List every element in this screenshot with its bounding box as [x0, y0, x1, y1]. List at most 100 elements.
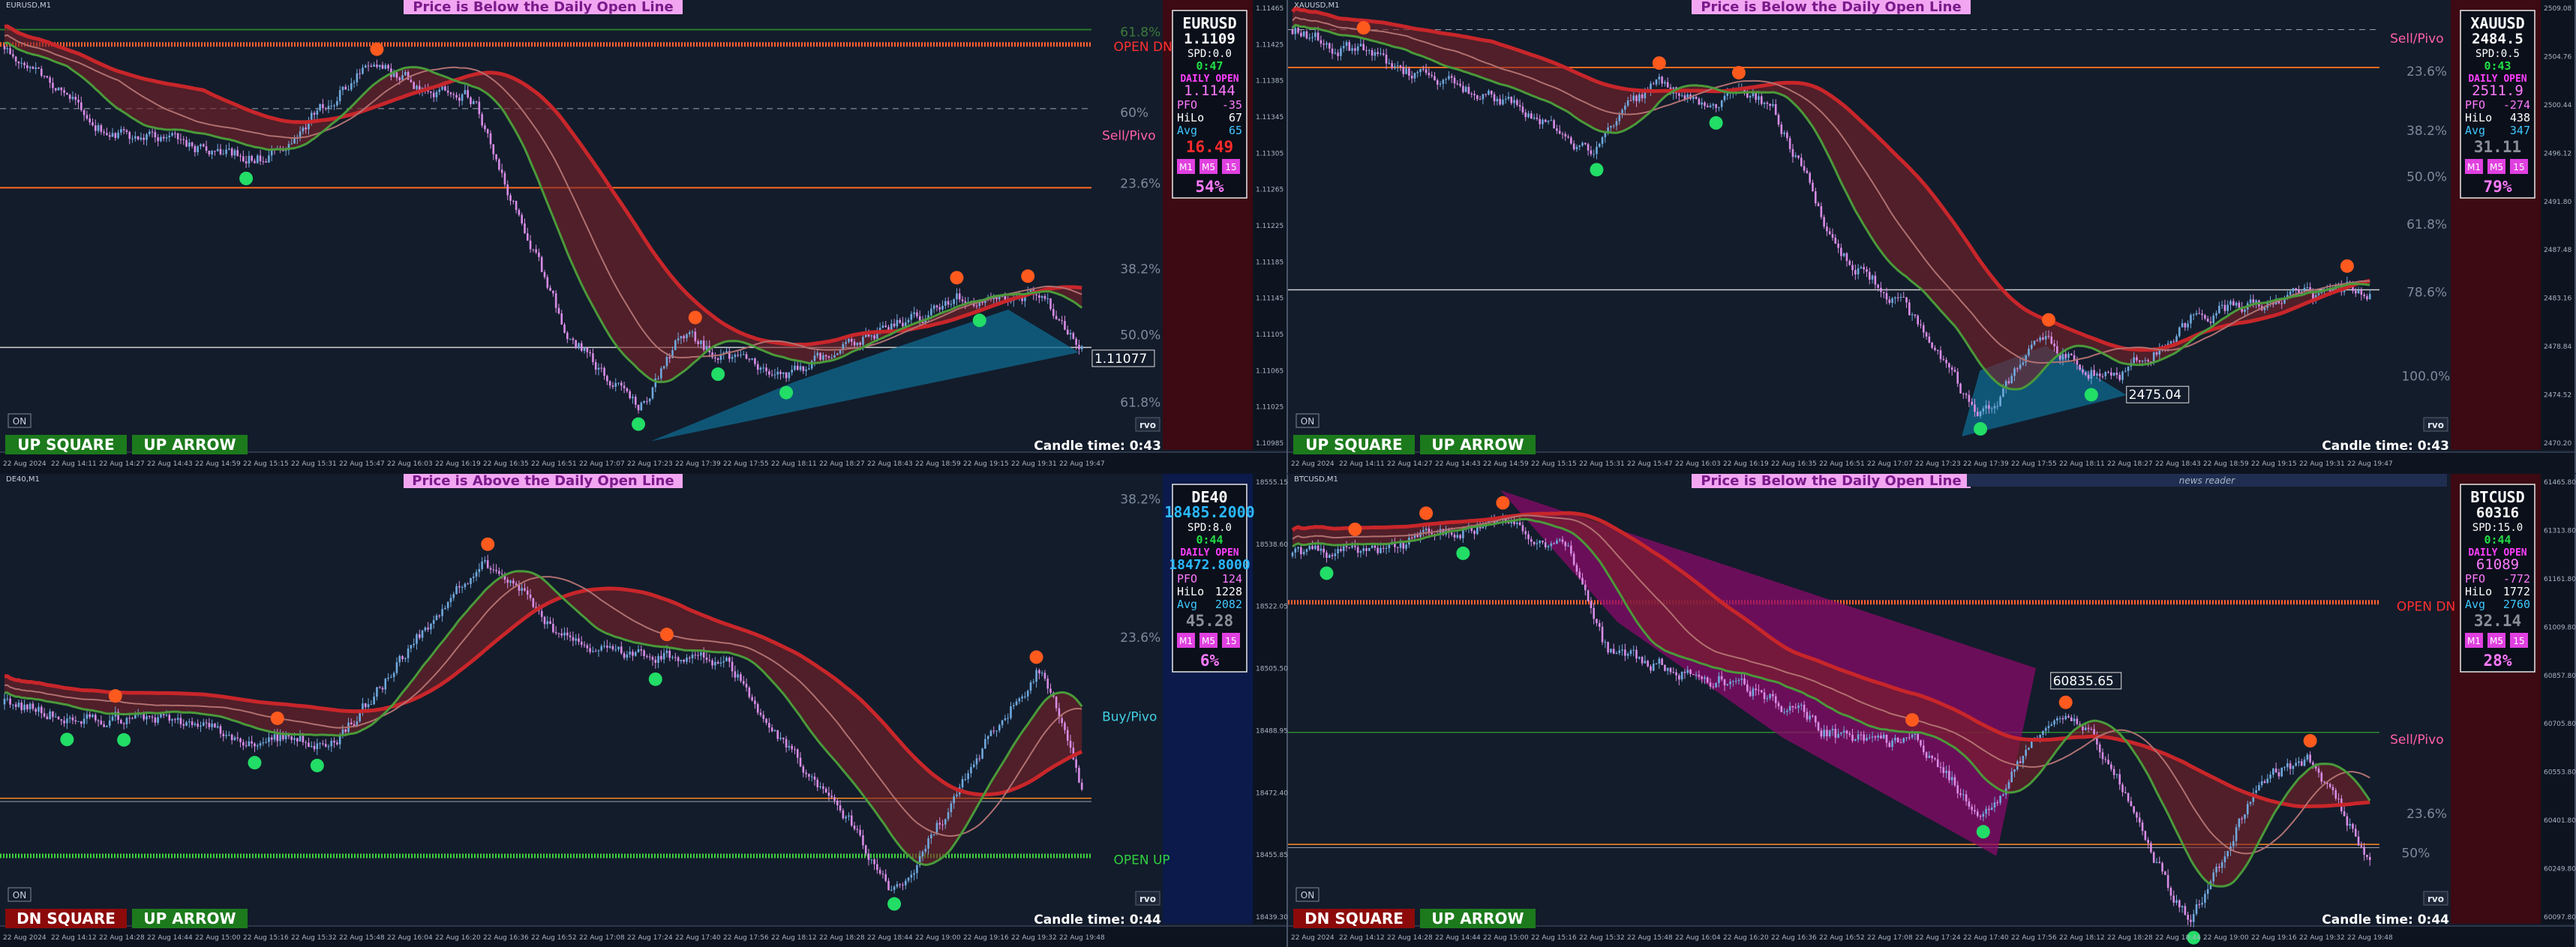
- toolbar-button[interactable]: [1420, 909, 1536, 928]
- candle-body: [2295, 763, 2297, 766]
- candle-body: [481, 561, 483, 569]
- candle-body: [1732, 681, 1734, 682]
- candle-body: [1015, 701, 1018, 706]
- candle-body: [1914, 733, 1917, 735]
- candle-body: [1706, 677, 1709, 683]
- candle-body: [489, 568, 492, 570]
- timeframe-label: 15: [1225, 162, 1236, 172]
- on-toggle[interactable]: [1296, 413, 1320, 428]
- candle-body: [444, 86, 446, 91]
- candle-body: [57, 716, 60, 720]
- toolbar-button-label[interactable]: UP ARROW: [1431, 910, 1524, 928]
- candle-body: [1038, 295, 1040, 298]
- candle-body: [205, 146, 208, 151]
- candle-body: [813, 776, 816, 780]
- on-toggle[interactable]: [1296, 887, 1320, 902]
- candle-body: [580, 343, 583, 351]
- ma-slow: [4, 586, 1083, 797]
- candle-body: [481, 114, 483, 126]
- candle-body: [2206, 318, 2209, 322]
- candle-body: [302, 736, 305, 742]
- candle-body: [1760, 96, 1763, 104]
- on-toggle[interactable]: [8, 887, 32, 902]
- toolbar-button[interactable]: [1293, 435, 1415, 454]
- candle-body: [1422, 68, 1425, 70]
- candle-body: [404, 658, 407, 660]
- toolbar-button-label[interactable]: UP ARROW: [143, 436, 236, 454]
- symbol: EURUSD: [1182, 14, 1236, 32]
- candle-body: [2112, 373, 2115, 376]
- candle-body: [1337, 549, 1339, 554]
- stat-value: 124: [1222, 572, 1242, 586]
- toolbar-button-label[interactable]: UP ARROW: [143, 910, 236, 928]
- toolbar-button[interactable]: [132, 909, 248, 928]
- toolbar-button[interactable]: [5, 909, 127, 928]
- candle-body: [2047, 336, 2050, 337]
- candle-body: [176, 133, 179, 139]
- time-axis-label: 22 Aug 17:23: [627, 460, 673, 468]
- candle-body: [1956, 785, 1959, 794]
- candle-body: [219, 726, 222, 734]
- candle-body: [742, 354, 745, 355]
- candle-body: [1530, 113, 1533, 119]
- candle-body: [52, 82, 54, 88]
- candle-body: [904, 880, 907, 886]
- candle-body: [2366, 855, 2368, 857]
- candle-body: [705, 346, 708, 350]
- toolbar-button-label[interactable]: UP SQUARE: [17, 436, 114, 454]
- toolbar-button[interactable]: [1420, 435, 1536, 454]
- level-label: 61.8%: [2406, 217, 2447, 232]
- stat-label: PFO: [2465, 98, 2485, 112]
- candle-body: [2238, 302, 2241, 308]
- candle-body: [1049, 298, 1052, 310]
- candle-body: [1402, 67, 1405, 74]
- candle-body: [1596, 619, 1598, 624]
- candle-body: [2090, 370, 2093, 379]
- candle-body: [1797, 155, 1800, 158]
- candle-body: [756, 704, 759, 713]
- candle-body: [1539, 118, 1541, 124]
- time-axis-label: 22 Aug 15:16: [243, 934, 289, 942]
- toolbar-button-label[interactable]: DN SQUARE: [17, 910, 116, 928]
- candle-body: [1374, 52, 1377, 56]
- candle-body: [2028, 748, 2030, 751]
- candle-body: [1365, 50, 1368, 52]
- toolbar-button[interactable]: [1293, 909, 1415, 928]
- ma-mid: [4, 34, 1082, 358]
- candle-body: [2328, 784, 2331, 787]
- on-toggle-label[interactable]: ON: [1301, 890, 1314, 901]
- candle-body: [716, 661, 719, 664]
- candle-body: [2061, 718, 2064, 720]
- candle-body: [171, 719, 173, 721]
- time-axis-label: 22 Aug 18:12: [771, 934, 817, 942]
- candle-body: [2241, 307, 2243, 312]
- candle-body: [2363, 295, 2365, 297]
- candle-body: [2076, 718, 2079, 724]
- price-axis-label: 2504.76: [2544, 53, 2571, 61]
- candle-body: [1516, 100, 1518, 106]
- on-toggle-label[interactable]: ON: [13, 416, 26, 427]
- on-toggle-label[interactable]: ON: [1301, 416, 1314, 427]
- on-toggle[interactable]: [8, 413, 32, 428]
- candle-body: [896, 884, 899, 887]
- toolbar-button-label[interactable]: DN SQUARE: [1305, 910, 1404, 928]
- toolbar-button[interactable]: [132, 435, 248, 454]
- candle-body: [560, 313, 563, 325]
- candle-body: [2314, 295, 2317, 300]
- time-axis-label: 22 Aug 14:11: [1339, 460, 1385, 468]
- toolbar-button-label[interactable]: UP ARROW: [1431, 436, 1524, 454]
- candle-body: [830, 796, 833, 798]
- candle-body: [1521, 106, 1524, 112]
- candle-body: [853, 341, 856, 346]
- candle-body: [344, 86, 347, 90]
- level-label: 23.6%: [2406, 807, 2447, 822]
- candle-body: [1075, 759, 1077, 768]
- toolbar-button-label[interactable]: UP SQUARE: [1305, 436, 1402, 454]
- candle-body: [2190, 919, 2192, 922]
- candle-body: [322, 103, 324, 109]
- candle-body: [1763, 692, 1766, 700]
- candle-body: [1558, 130, 1561, 134]
- candle-body: [623, 385, 626, 388]
- on-toggle-label[interactable]: ON: [13, 890, 26, 901]
- toolbar-button[interactable]: [5, 435, 127, 454]
